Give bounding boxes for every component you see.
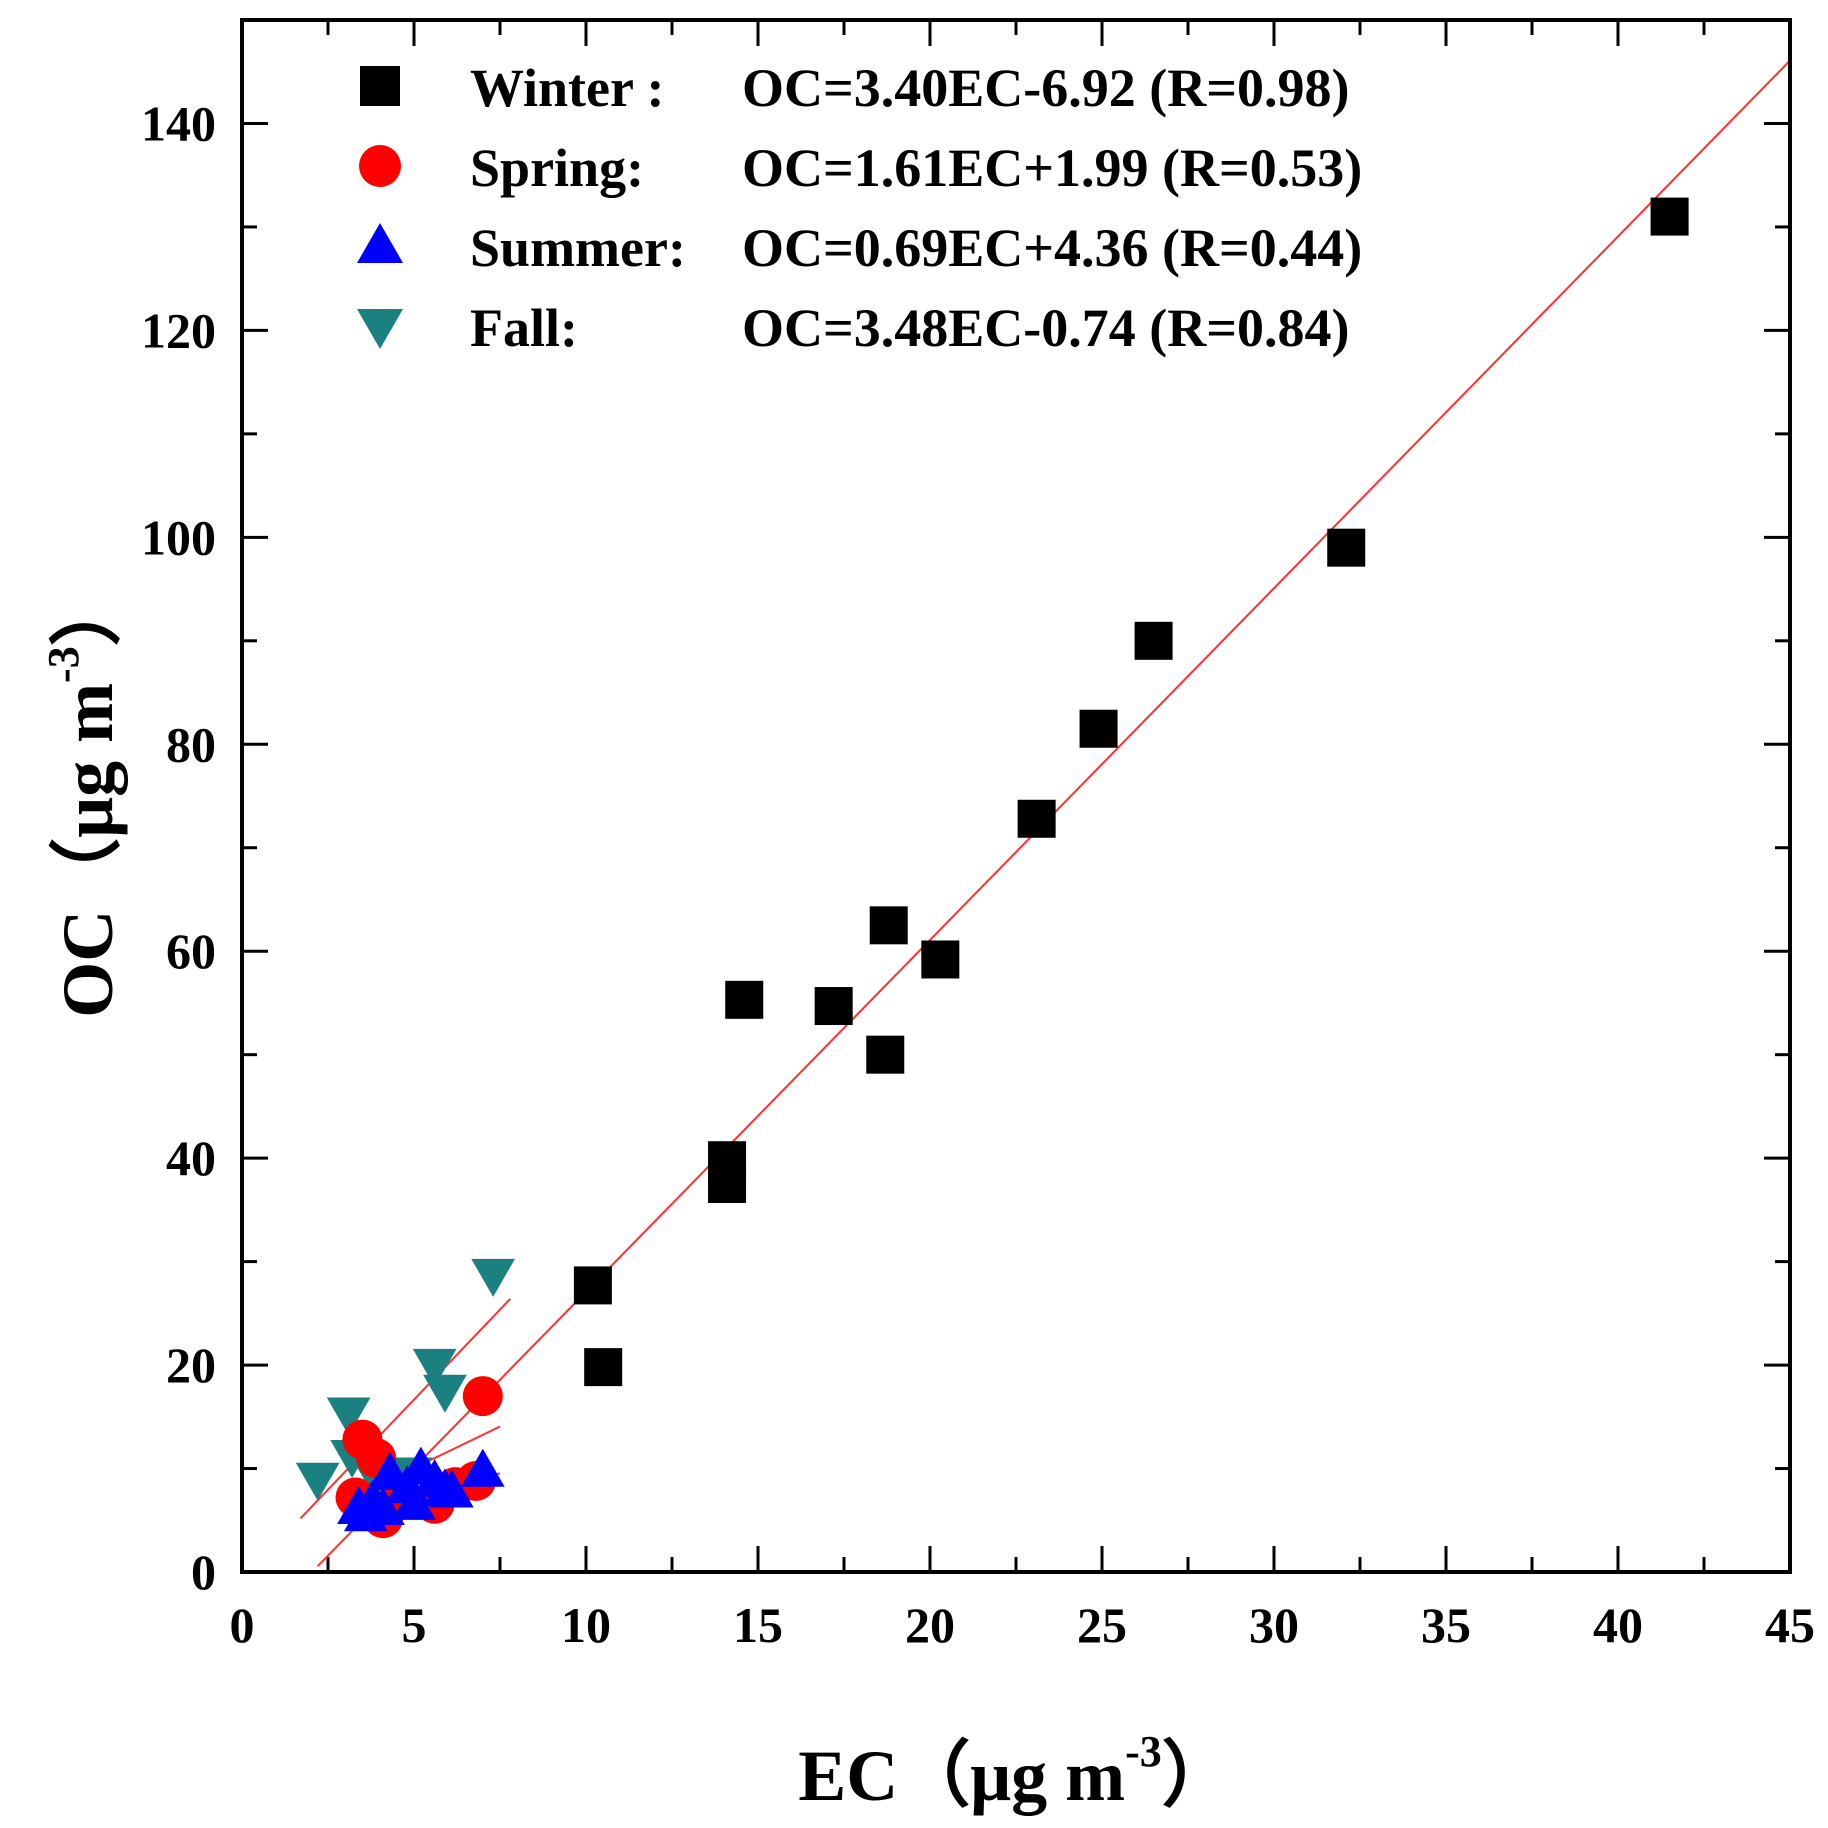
x-axis-label: EC（μg m-3） <box>798 1727 1234 1816</box>
x-axis-label-text: EC（μg m <box>798 1736 1125 1816</box>
legend-marker-fall <box>357 309 403 349</box>
legend-equation-winter: OC=3.40EC-6.92 (R=0.98) <box>742 58 1350 118</box>
y-tick-label: 120 <box>141 302 216 358</box>
y-tick-label: 100 <box>141 509 216 565</box>
point-winter <box>1080 710 1118 748</box>
legend-marker-spring <box>359 145 401 187</box>
y-tick-label: 0 <box>191 1544 216 1600</box>
point-winter <box>1327 529 1365 567</box>
y-axis-label-superscript: -3 <box>39 646 88 683</box>
y-axis-label: OC（μg m-3） <box>39 574 128 1017</box>
point-winter <box>708 1165 746 1203</box>
point-spring <box>463 1376 503 1416</box>
point-winter <box>725 981 763 1019</box>
data-points <box>296 198 1689 1539</box>
point-winter <box>1651 198 1689 236</box>
x-tick-label: 0 <box>230 1597 255 1653</box>
point-fall <box>471 1259 515 1297</box>
y-axis-label-close: ） <box>48 574 128 646</box>
legend-equation-spring: OC=1.61EC+1.99 (R=0.53) <box>742 138 1362 198</box>
series-winter <box>574 198 1689 1387</box>
legend-name-summer: Summer: <box>470 218 686 278</box>
x-tick-label: 25 <box>1077 1597 1127 1653</box>
y-tick-label: 20 <box>166 1337 216 1393</box>
y-tick-label: 140 <box>141 95 216 151</box>
point-winter <box>1135 622 1173 660</box>
x-tick-label: 15 <box>733 1597 783 1653</box>
point-winter <box>870 906 908 944</box>
x-tick-label: 40 <box>1593 1597 1643 1653</box>
legend-name-fall: Fall: <box>470 298 578 358</box>
legend-marker-winter <box>360 66 400 106</box>
point-winter <box>921 940 959 978</box>
point-fall <box>296 1463 340 1501</box>
x-tick-label: 30 <box>1249 1597 1299 1653</box>
y-axis-label-text: OC（μg m <box>48 683 128 1018</box>
point-winter <box>574 1266 612 1304</box>
point-winter <box>584 1348 622 1386</box>
legend-equation-summer: OC=0.69EC+4.36 (R=0.44) <box>742 218 1362 278</box>
y-tick-label: 80 <box>166 716 216 772</box>
y-tick-label: 40 <box>166 1130 216 1186</box>
point-winter <box>815 987 853 1025</box>
x-axis-label-superscript: -3 <box>1125 1727 1162 1776</box>
x-tick-label: 20 <box>905 1597 955 1653</box>
legend-name-spring: Spring: <box>470 138 644 198</box>
legend-equation-fall: OC=3.48EC-0.74 (R=0.84) <box>742 298 1350 358</box>
x-tick-label: 45 <box>1765 1597 1815 1653</box>
legend-marker-summer <box>357 223 403 263</box>
x-tick-label: 35 <box>1421 1597 1471 1653</box>
scatter-chart: 0 5 10 15 20 25 30 35 40 45 0 20 40 60 80 100 120 140 Win… <box>0 0 1828 1828</box>
x-axis-label-close: ） <box>1162 1736 1234 1816</box>
y-tick-label: 60 <box>166 923 216 979</box>
legend: Winter : OC=3.40EC-6.92 (R=0.98) Spring: OC… <box>357 58 1362 358</box>
point-winter <box>866 1036 904 1074</box>
point-fall <box>423 1375 467 1413</box>
x-tick-label: 10 <box>561 1597 611 1653</box>
legend-name-winter: Winter : <box>470 58 664 118</box>
x-tick-label: 5 <box>402 1597 427 1653</box>
point-winter <box>1018 800 1056 838</box>
